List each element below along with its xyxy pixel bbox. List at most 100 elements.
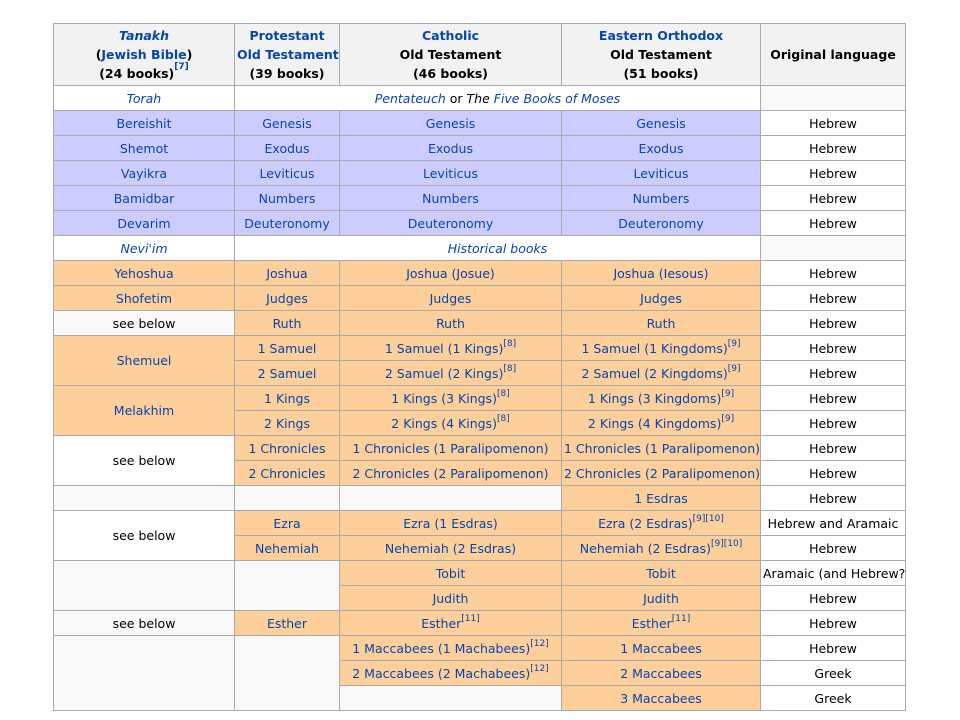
catholic-book-link[interactable]: 1 Samuel (1 Kings) (384, 340, 504, 356)
orthodox-book-link[interactable]: 3 Maccabees (620, 690, 702, 706)
ref-link[interactable]: [9] (727, 363, 741, 374)
protestant-book-link[interactable]: 2 Kings (264, 415, 310, 431)
protestant-book-link[interactable]: Genesis (262, 115, 312, 131)
ref-link[interactable]: [10] (705, 513, 724, 524)
orthodox-book-link[interactable]: 1 Esdras (634, 490, 688, 506)
catholic-book-link[interactable]: 2 Maccabees (2 Machabees) (352, 665, 531, 681)
protestant-book-link[interactable]: Judges (266, 290, 308, 306)
orthodox-book-link[interactable]: 2 Kings (4 Kingdoms) (587, 415, 722, 431)
orthodox-book-link[interactable]: Ruth (646, 315, 676, 331)
orthodox-book-link[interactable]: Nehemiah (2 Esdras) (579, 540, 711, 556)
eastern-orthodox-link[interactable]: Eastern Orthodox (598, 28, 724, 43)
ref-link[interactable]: [9] (710, 538, 724, 549)
tanakh-link[interactable]: Tanakh (118, 28, 170, 43)
jewish-bible-link[interactable]: Jewish Bible (101, 47, 187, 62)
tanakh-book-link[interactable]: Melakhim (113, 403, 175, 418)
see-below-cell: see below (53, 610, 235, 636)
catholic-book-link[interactable]: Genesis (425, 115, 476, 131)
catholic-book-link[interactable]: 2 Kings (4 Kings) (391, 415, 497, 431)
catholic-book-link[interactable]: Numbers (422, 190, 479, 206)
catholic-book-link[interactable]: Judith (432, 590, 469, 606)
protestant-book-link[interactable]: Leviticus (259, 165, 315, 181)
orthodox-book-link[interactable]: 1 Chronicles (1 Paralipomenon) (564, 440, 761, 456)
protestant-book-link[interactable]: 1 Samuel (257, 340, 317, 356)
protestant-book-link[interactable]: Exodus (264, 140, 310, 156)
orthodox-book-link[interactable]: Tobit (646, 565, 676, 581)
orthodox-book-link[interactable]: Exodus (638, 140, 684, 156)
orthodox-book-link[interactable]: 1 Maccabees (620, 640, 702, 656)
orthodox-book-link[interactable]: 1 Samuel (1 Kingdoms) (581, 340, 728, 356)
ref-link[interactable]: [7] (174, 62, 189, 72)
orthodox-book-link[interactable]: Judith (643, 590, 679, 606)
protestant-link[interactable]: Protestant (249, 28, 325, 43)
protestant-book-link[interactable]: Ezra (273, 515, 301, 531)
historical-books-link[interactable]: Historical books (447, 240, 548, 256)
catholic-book-link[interactable]: 1 Maccabees (1 Machabees) (352, 640, 531, 656)
tanakh-book-link[interactable]: Bamidbar (113, 190, 175, 206)
ref-link[interactable]: [11] (671, 613, 691, 624)
ref-link[interactable]: [8] (496, 413, 510, 424)
protestant-book-link[interactable]: 2 Samuel (257, 365, 317, 381)
protestant-book-link[interactable]: 1 Kings (264, 390, 310, 406)
protestant-book-link[interactable]: Ruth (272, 315, 302, 331)
catholic-book-link[interactable]: 2 Chronicles (2 Paralipomenon) (352, 465, 549, 481)
ref-link[interactable]: [12] (530, 663, 549, 674)
ref-link[interactable]: [9] (692, 513, 706, 524)
catholic-book-link[interactable]: Exodus (428, 140, 473, 156)
ref-link[interactable]: [8] (503, 363, 517, 374)
orthodox-book-link[interactable]: Deuteronomy (618, 215, 704, 231)
catholic-book-link[interactable]: 1 Chronicles (1 Paralipomenon) (352, 440, 549, 456)
catholic-book-link[interactable]: Deuteronomy (407, 215, 494, 231)
protestant-book-link[interactable]: Esther (266, 615, 308, 631)
ref-link[interactable]: [11] (461, 613, 480, 624)
catholic-book-link[interactable]: Joshua (Josue) (406, 265, 495, 281)
section-empty-cell (760, 235, 906, 261)
ref-link[interactable]: [9] (721, 388, 735, 399)
tanakh-book-link[interactable]: Shemot (119, 140, 169, 156)
catholic-book-link[interactable]: 2 Samuel (2 Kings) (384, 365, 504, 381)
orthodox-book-link[interactable]: Numbers (632, 190, 690, 206)
tanakh-book-link[interactable]: Shofetim (115, 290, 173, 306)
ref-link[interactable]: [9] (727, 338, 741, 349)
tanakh-book-link[interactable]: Bereishit (116, 115, 172, 131)
ref-link[interactable]: [8] (496, 388, 510, 399)
catholic-link[interactable]: Catholic (421, 28, 480, 43)
orthodox-book-link[interactable]: Judges (640, 290, 682, 306)
ref-link[interactable]: [9] (721, 413, 735, 424)
pentateuch-link[interactable]: Pentateuch (374, 90, 446, 106)
catholic-book-link[interactable]: Tobit (435, 565, 466, 581)
five-books-link[interactable]: Five Books of Moses (493, 90, 621, 106)
protestant-book-link[interactable]: Numbers (258, 190, 316, 206)
ref-link[interactable]: [10] (723, 538, 743, 549)
protestant-book-link[interactable]: Joshua (266, 265, 308, 281)
tanakh-book-link[interactable]: Yehoshua (114, 265, 174, 281)
protestant-book-link[interactable]: Deuteronomy (244, 215, 330, 231)
old-testament-link[interactable]: Old Testament (237, 47, 339, 62)
catholic-book-link[interactable]: Ezra (1 Esdras) (403, 515, 498, 531)
protestant-book-link[interactable]: 2 Chronicles (248, 465, 326, 481)
orthodox-book-link[interactable]: 2 Chronicles (2 Paralipomenon) (564, 465, 761, 481)
orthodox-book-link[interactable]: Joshua (Iesous) (613, 265, 709, 281)
catholic-book-link[interactable]: 1 Kings (3 Kings) (391, 390, 497, 406)
catholic-book-link[interactable]: Ruth (436, 315, 465, 331)
tanakh-book-link[interactable]: Devarim (117, 215, 171, 231)
orthodox-book-link[interactable]: 2 Samuel (2 Kingdoms) (581, 365, 728, 381)
catholic-book-link[interactable]: Esther (421, 615, 462, 631)
tanakh-book-link[interactable]: Shemuel (116, 353, 172, 368)
catholic-book-link[interactable]: Leviticus (423, 165, 478, 181)
catholic-book-link[interactable]: Judges (429, 290, 472, 306)
protestant-book-link[interactable]: 1 Chronicles (248, 440, 326, 456)
orthodox-book-link[interactable]: 1 Kings (3 Kingdoms) (587, 390, 722, 406)
protestant-book-link[interactable]: Nehemiah (255, 540, 319, 556)
orthodox-book-link[interactable]: Leviticus (633, 165, 689, 181)
tanakh-book-link[interactable]: Vayikra (120, 165, 168, 181)
orthodox-book-link[interactable]: 2 Maccabees (620, 665, 702, 681)
orthodox-book-link[interactable]: Genesis (636, 115, 686, 131)
torah-link[interactable]: Torah (126, 90, 162, 106)
orthodox-book-link[interactable]: Ezra (2 Esdras) (598, 515, 693, 531)
ref-link[interactable]: [12] (530, 638, 549, 649)
catholic-book-link[interactable]: Nehemiah (2 Esdras) (384, 540, 517, 556)
orthodox-book-link[interactable]: Esther (631, 615, 672, 631)
ref-link[interactable]: [8] (503, 338, 517, 349)
neviim-link[interactable]: Nevi'im (120, 240, 168, 256)
